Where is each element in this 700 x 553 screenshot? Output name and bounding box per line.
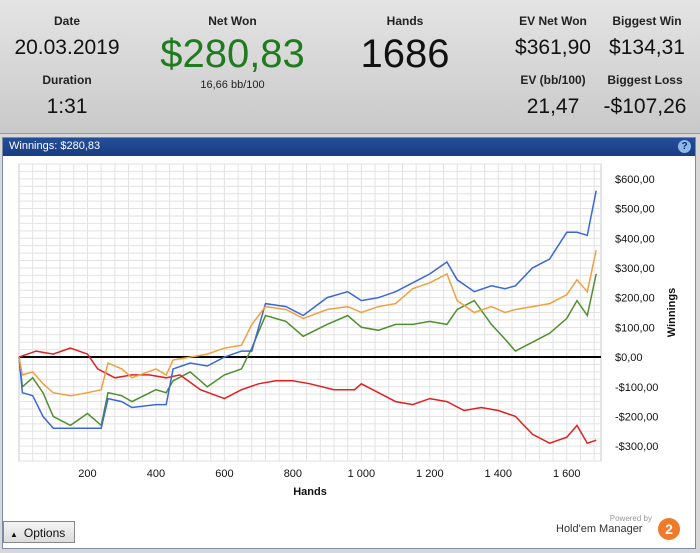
y-tick-label: $500,00 bbox=[615, 204, 655, 216]
x-tick-label: 1 200 bbox=[416, 468, 444, 480]
biggest-win-stat: Biggest Win $134,31 bbox=[600, 14, 694, 60]
date-label: Date bbox=[53, 14, 80, 28]
x-axis-label: Hands bbox=[293, 486, 327, 498]
series-line-non-showdown bbox=[18, 347, 597, 445]
x-tick-label: 800 bbox=[284, 468, 302, 480]
y-tick-label: $200,00 bbox=[615, 293, 655, 305]
x-tick-label: 400 bbox=[147, 468, 165, 480]
net-won-bb100: 16,66 bb/100 bbox=[200, 79, 265, 91]
winnings-chart: -$300,00 -$200,00 -$100,00 $0,00 $100,00 $200… bbox=[18, 163, 678, 498]
net-won-stat: Net Won $280,83 16,66 bb/100 bbox=[140, 14, 325, 91]
winnings-title: Winnings: $280,83 bbox=[9, 140, 101, 152]
hands-value: 1686 bbox=[360, 32, 450, 76]
y-axis-label: Winnings bbox=[666, 288, 678, 337]
y-tick-label: -$300,00 bbox=[615, 441, 658, 453]
ev-bb100-stat: EV (bb/100) 21,47 bbox=[505, 73, 601, 119]
ev-net-won-value: $361,90 bbox=[515, 36, 591, 59]
x-tick-label: 200 bbox=[78, 468, 96, 480]
options-button[interactable]: ▲ Options bbox=[3, 521, 75, 543]
y-tick-labels: -$300,00 -$200,00 -$100,00 $0,00 $100,00 $200… bbox=[615, 174, 658, 453]
series-line-all-in-ev bbox=[18, 249, 597, 397]
date-stat: Date 20.03.2019 bbox=[12, 14, 122, 60]
x-tick-label: 1 400 bbox=[485, 468, 513, 480]
y-tick-label: $0,00 bbox=[615, 352, 643, 364]
help-icon[interactable]: ? bbox=[678, 140, 691, 153]
series-line-showdown bbox=[18, 190, 597, 430]
ev-bb100-label: EV (bb/100) bbox=[520, 73, 586, 87]
biggest-loss-value: -$107,26 bbox=[603, 95, 687, 118]
x-tick-label: 1 000 bbox=[348, 468, 376, 480]
y-tick-label: $100,00 bbox=[615, 322, 655, 334]
x-tick-label: 1 600 bbox=[553, 468, 581, 480]
y-tick-label: -$100,00 bbox=[615, 382, 658, 394]
y-tick-label: -$200,00 bbox=[615, 411, 658, 423]
y-tick-label: $600,00 bbox=[615, 174, 655, 186]
biggest-win-value: $134,31 bbox=[609, 36, 685, 59]
ev-net-won-stat: EV Net Won $361,90 bbox=[505, 14, 601, 60]
biggest-loss-stat: Biggest Loss -$107,26 bbox=[592, 73, 698, 119]
series-lines bbox=[18, 190, 597, 445]
options-label: Options bbox=[23, 526, 66, 540]
session-stats-header: Date 20.03.2019 Duration 1:31 Net Won $2… bbox=[0, 0, 700, 134]
biggest-win-label: Biggest Win bbox=[612, 14, 682, 28]
y-tick-label: $300,00 bbox=[615, 263, 655, 275]
duration-value: 1:31 bbox=[46, 95, 88, 118]
date-value: 20.03.2019 bbox=[14, 36, 120, 59]
brand: Powered by Hold'em Manager 2 bbox=[556, 514, 684, 542]
brand-name: Hold'em Manager bbox=[556, 523, 643, 535]
hands-stat: Hands 1686 bbox=[340, 14, 470, 77]
hem-logo-icon: 2 bbox=[658, 518, 680, 540]
powered-by-text: Powered by bbox=[609, 514, 652, 523]
biggest-loss-label: Biggest Loss bbox=[607, 73, 683, 87]
net-won-value: $280,83 bbox=[160, 32, 305, 76]
hands-label: Hands bbox=[386, 14, 424, 28]
winnings-title-bar: Winnings: $280,83 ? bbox=[3, 138, 695, 156]
triangle-up-icon: ▲ bbox=[10, 530, 18, 539]
y-tick-label: $400,00 bbox=[615, 233, 655, 245]
x-tick-labels: 200 400 600 800 1 000 1 200 1 400 1 600 bbox=[78, 468, 580, 480]
series-line-net-won bbox=[18, 273, 597, 427]
x-tick-label: 600 bbox=[215, 468, 233, 480]
duration-stat: Duration 1:31 bbox=[12, 73, 122, 119]
ev-net-won-label: EV Net Won bbox=[519, 14, 587, 28]
duration-label: Duration bbox=[42, 73, 92, 87]
net-won-label: Net Won bbox=[208, 14, 257, 28]
ev-bb100-value: 21,47 bbox=[526, 95, 580, 118]
winnings-panel: Winnings: $280,83 ? -$300,00 -$200,00 -$10… bbox=[2, 137, 696, 549]
